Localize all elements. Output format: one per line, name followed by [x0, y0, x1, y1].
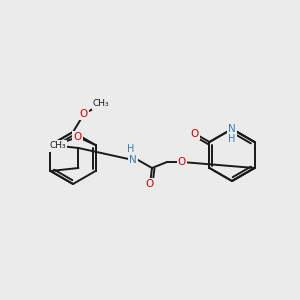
Text: CH₃: CH₃ [93, 100, 109, 109]
Text: N: N [129, 155, 137, 165]
Text: H: H [127, 144, 135, 154]
Text: O: O [178, 157, 186, 167]
Text: CH₃: CH₃ [49, 142, 66, 151]
Text: O: O [146, 179, 154, 189]
Text: O: O [80, 109, 88, 119]
Text: N: N [228, 124, 236, 134]
Text: O: O [74, 132, 82, 142]
Text: O: O [190, 128, 199, 139]
Text: H: H [228, 134, 236, 144]
